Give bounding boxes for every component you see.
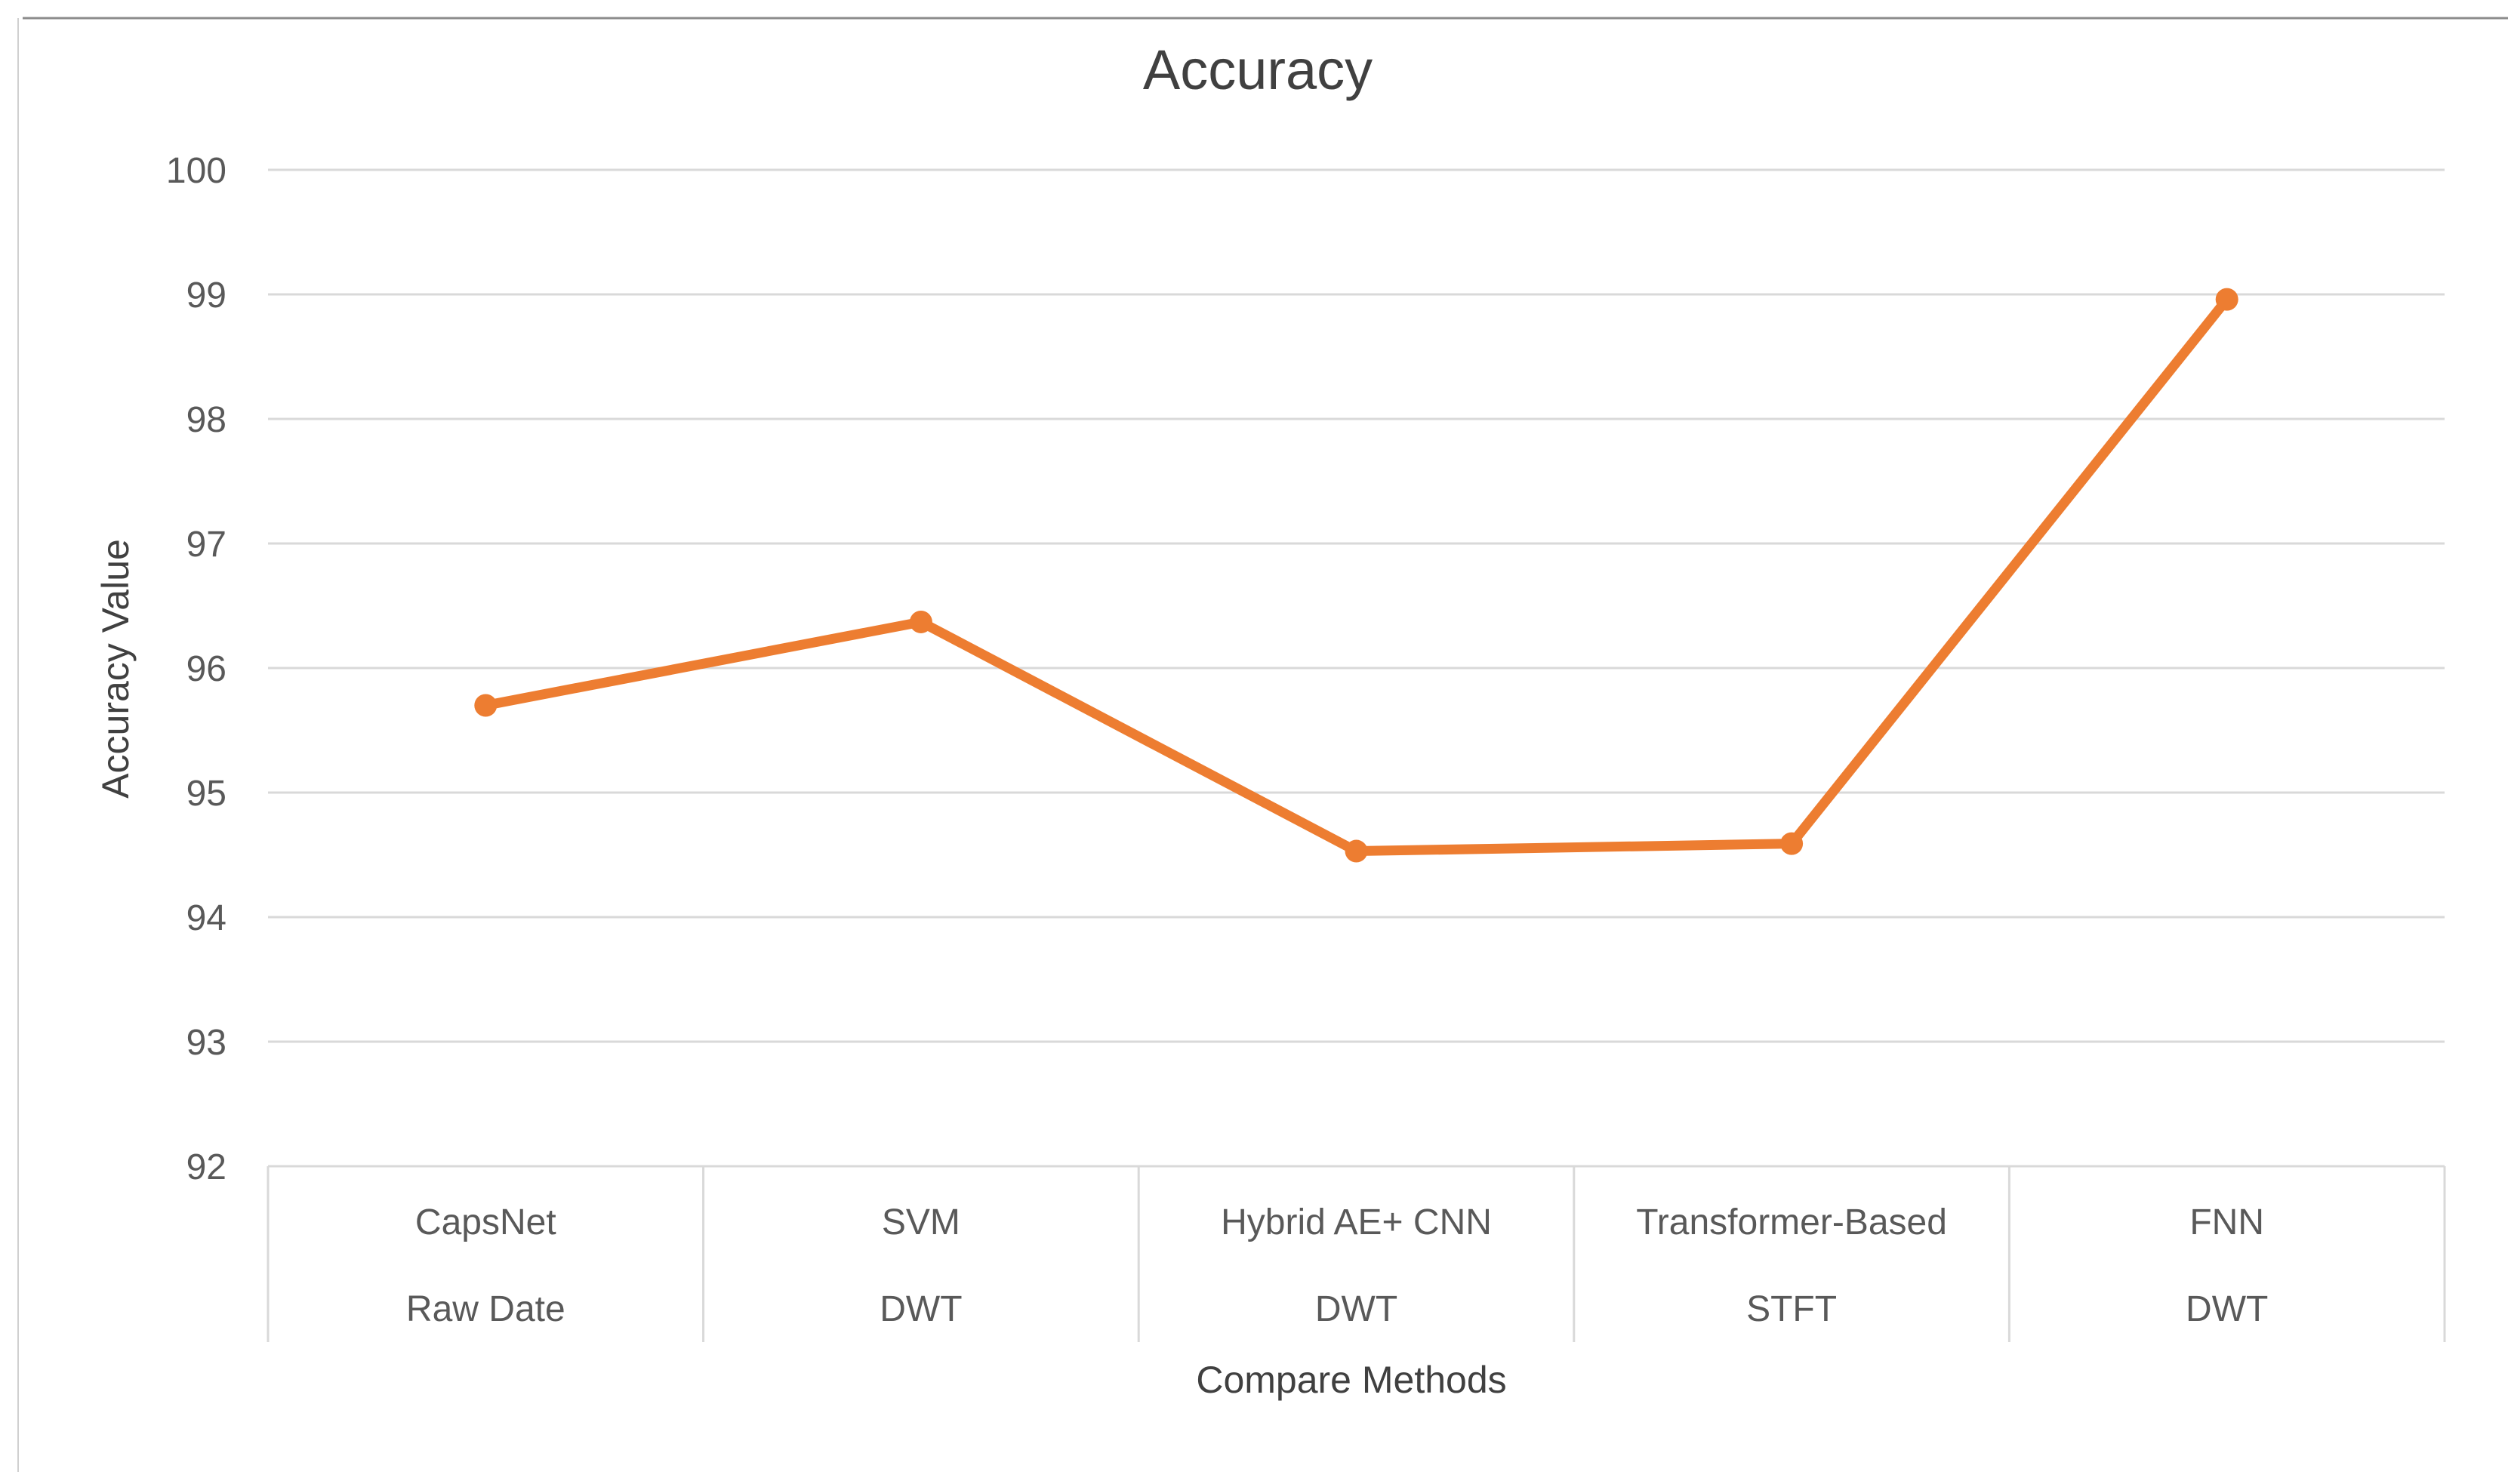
- category-axis: CapsNet Raw Date SVM DWT Hybrid AE+ CNN DWT Tr…: [267, 1165, 2446, 1342]
- x-tick-label-feature: DWT: [880, 1289, 962, 1329]
- x-axis-title: Compare Methods: [1196, 1359, 1506, 1401]
- data-point-marker: [474, 694, 498, 717]
- y-axis-title: Accuracy Value: [94, 539, 137, 799]
- data-point-marker: [909, 610, 932, 633]
- x-tick-label-method: SVM: [882, 1202, 960, 1242]
- y-tick-label: 99: [186, 276, 226, 316]
- data-point-marker: [1780, 832, 1804, 855]
- data-point-marker: [2215, 288, 2238, 311]
- series-line-segment: [480, 617, 926, 710]
- x-tick-label-feature: STFT: [1746, 1289, 1837, 1329]
- series-line-segment: [1786, 294, 2232, 849]
- y-tick-label: 96: [186, 649, 226, 689]
- series-line-segment: [1351, 839, 1797, 857]
- chart-title: Accuracy: [1143, 38, 1373, 101]
- gridlines: 92 93 94 95 96 97 98 99 100: [166, 151, 2445, 1187]
- x-tick-label-feature: Raw Date: [406, 1289, 565, 1329]
- x-tick-label-feature: DWT: [1315, 1289, 1397, 1329]
- axis-labels: Accuracy Accuracy Value Compare Methods: [94, 38, 1507, 1401]
- x-tick-label-method: Transformer-Based: [1636, 1202, 1947, 1242]
- series-accuracy: [474, 288, 2238, 863]
- x-tick-label-method: FNN: [2189, 1202, 2264, 1242]
- data-point-marker: [1345, 839, 1368, 863]
- y-tick-label: 92: [186, 1147, 226, 1187]
- x-tick-label-method: Hybrid AE+ CNN: [1221, 1202, 1492, 1242]
- y-tick-label: 95: [186, 774, 226, 814]
- x-tick-label-feature: DWT: [2186, 1289, 2268, 1329]
- y-tick-label: 97: [186, 525, 226, 565]
- y-tick-label: 98: [186, 400, 226, 440]
- series-line-segment: [916, 617, 1361, 857]
- y-tick-label: 93: [186, 1023, 226, 1063]
- x-tick-label-method: CapsNet: [415, 1202, 556, 1242]
- y-tick-label: 94: [186, 898, 226, 938]
- y-tick-label: 100: [166, 151, 226, 191]
